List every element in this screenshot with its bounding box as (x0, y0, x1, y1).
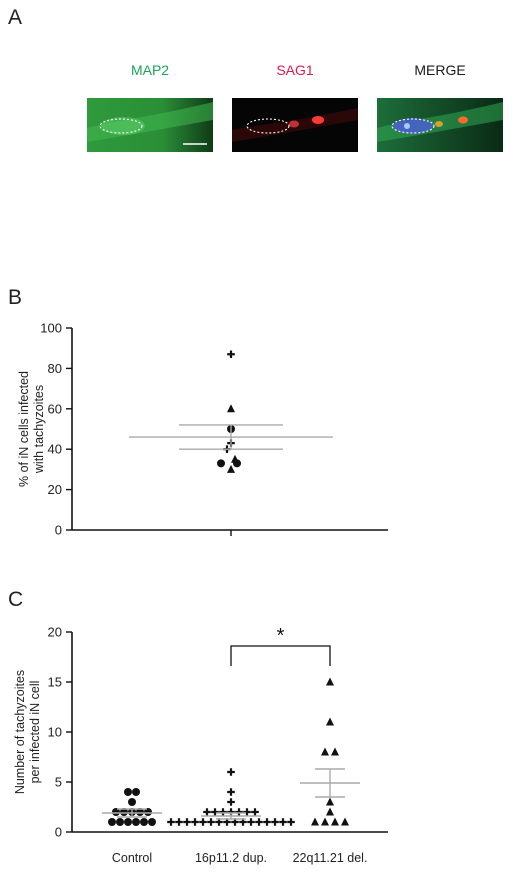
c-x-tick-label: 16p11.2 dup. (195, 851, 267, 865)
b-y-axis-label: % of iN cells infectedwith tachyzoites (17, 371, 46, 487)
channel-label-sag1: SAG1 (276, 62, 314, 78)
data-point-plus (227, 798, 235, 806)
data-point-circle (132, 818, 140, 826)
data-point-triangle (321, 817, 329, 826)
data-point-triangle (311, 817, 319, 826)
data-point-circle (108, 818, 116, 826)
b-y-tick-label: 80 (48, 361, 62, 376)
b-y-tick-label: 0 (55, 523, 62, 538)
data-point-triangle (331, 747, 339, 756)
data-point-circle (120, 808, 128, 816)
micrograph-sag1 (232, 98, 358, 152)
data-point-circle (128, 798, 136, 806)
panel-b-letter: B (8, 286, 23, 309)
data-point-plus (279, 818, 287, 826)
data-point-plus (227, 350, 235, 359)
data-point-plus (263, 818, 271, 826)
data-point-circle (112, 808, 120, 816)
c-y-tick-label: 10 (48, 725, 62, 740)
data-point-plus (243, 808, 251, 816)
data-point-circle (116, 818, 124, 826)
significance-star: * (277, 625, 285, 647)
c-y-axis-label: Number of tachyzoitesper infected iN cel… (13, 670, 42, 794)
data-point-plus (227, 788, 235, 796)
data-point-circle (144, 808, 152, 816)
data-point-circle (217, 459, 225, 468)
data-point-plus (227, 768, 235, 776)
c-y-tick-label: 5 (55, 775, 62, 790)
data-point-triangle (331, 817, 339, 826)
c-x-tick-label: Control (112, 851, 152, 865)
data-point-plus (271, 818, 279, 826)
data-point-triangle (326, 717, 334, 726)
data-point-circle (233, 459, 241, 468)
chart-b: 0 20 40 60 80 100 % of iN cells infectedwith t… (17, 321, 388, 538)
data-point-circle (136, 808, 144, 816)
data-point-plus (207, 818, 215, 826)
panel-a-letter: A (8, 6, 23, 29)
c-x-tick-label: 22q11.21 del. (293, 851, 368, 865)
b-y-tick-label: 20 (48, 482, 62, 497)
c-y-tick-label: 0 (55, 825, 62, 840)
data-point-plus (255, 818, 263, 826)
data-point-plus (167, 818, 175, 826)
b-y-tick-label: 40 (48, 442, 62, 457)
data-point-circle (148, 818, 156, 826)
b-y-tick-label: 100 (40, 321, 62, 336)
c-y-tick-label: 20 (48, 625, 62, 640)
data-point-plus (287, 818, 295, 826)
data-point-plus (219, 808, 227, 816)
micrograph-map2 (87, 98, 213, 152)
data-point-plus (235, 808, 243, 816)
data-point-circle (124, 788, 132, 796)
data-point-triangle (326, 807, 334, 816)
data-point-plus (191, 818, 199, 826)
c-y-tick-label: 15 (48, 675, 62, 690)
b-y-tick-label: 60 (48, 401, 62, 416)
data-point-plus (247, 818, 255, 826)
channel-label-map2: MAP2 (130, 62, 170, 78)
data-point-triangle (326, 677, 334, 686)
micrograph-merge (377, 98, 503, 152)
data-point-triangle (227, 464, 235, 473)
data-point-circle (124, 818, 132, 826)
data-point-triangle (321, 747, 329, 756)
channel-label-merge: MERGE (414, 62, 466, 78)
significance-bracket (230, 645, 331, 666)
data-point-plus (251, 808, 259, 816)
data-point-circle (140, 818, 148, 826)
data-point-plus (203, 808, 211, 816)
data-point-plus (211, 808, 219, 816)
data-point-plus (175, 818, 183, 826)
data-point-triangle (341, 817, 349, 826)
data-point-triangle (326, 797, 334, 806)
data-point-triangle (227, 404, 235, 413)
data-point-plus (199, 818, 207, 826)
panel-c-letter: C (8, 588, 24, 611)
data-point-plus (183, 818, 191, 826)
data-point-circle (132, 788, 140, 796)
